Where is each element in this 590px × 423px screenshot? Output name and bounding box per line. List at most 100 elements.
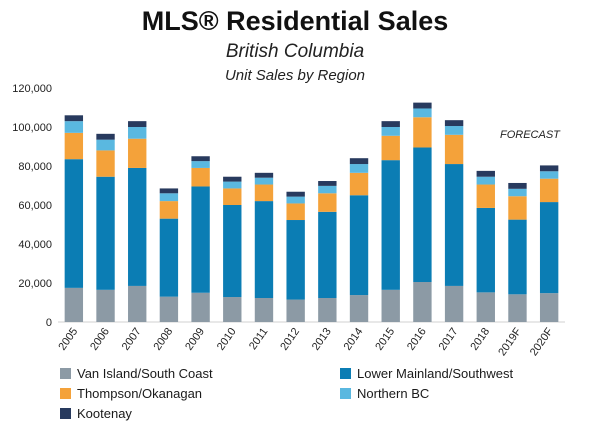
bar-segment: [223, 181, 242, 189]
bar-segment: [286, 203, 305, 221]
legend-swatch: [340, 387, 351, 399]
x-tick-label: 2015: [373, 326, 397, 353]
y-tick-label: 120,000: [12, 83, 52, 95]
bar-segment: [223, 176, 242, 182]
bar-segment: [286, 220, 305, 300]
bar-segment: [349, 164, 369, 173]
bar-segment: [349, 172, 369, 196]
bar-segment: [413, 102, 432, 109]
bar-segment: [96, 176, 115, 290]
bar-segment: [64, 115, 84, 122]
legend-swatch: [60, 387, 71, 399]
bar-segment: [191, 167, 210, 187]
bar-segment: [381, 127, 400, 136]
y-tick-label: 80,000: [18, 161, 52, 173]
bar-segment: [413, 147, 432, 283]
bar-segment: [444, 126, 464, 135]
x-tick-label: 2017: [437, 326, 461, 353]
bar-segment: [223, 188, 242, 205]
bar-segment: [191, 186, 210, 293]
bar-segment: [508, 219, 527, 295]
bar-segment: [128, 121, 147, 127]
bar-segment: [539, 178, 559, 203]
bar-segment: [318, 193, 337, 212]
bar-segment: [159, 201, 179, 219]
bar-segment: [128, 138, 147, 168]
bar-segment: [476, 207, 495, 293]
legend-label: Thompson/Okanagan: [77, 385, 203, 401]
bar-segment: [381, 160, 400, 290]
legend-swatch: [60, 407, 71, 419]
bar-segment: [64, 132, 84, 160]
legend-swatch: [60, 367, 71, 379]
bar-segment: [223, 205, 242, 298]
bar-segment: [444, 285, 464, 322]
bar-segment: [286, 196, 305, 204]
bar-segment: [191, 292, 210, 322]
x-tick-label: 2009: [183, 326, 207, 353]
bar-segment: [286, 191, 305, 197]
bar-segment: [191, 161, 210, 168]
bar-segment: [96, 139, 115, 151]
legend-label: Kootenay: [77, 405, 132, 421]
legend-item: Van Island/South Coast: [60, 364, 213, 382]
legend-label: Lower Mainland/Southwest: [357, 365, 514, 381]
x-tick-label: 2006: [88, 326, 112, 353]
bar-segment: [508, 188, 527, 197]
bar-segment: [444, 164, 464, 286]
bar-segment: [539, 171, 559, 179]
x-tick-label: 2014: [342, 326, 366, 353]
legend-item: Northern BC: [340, 384, 429, 402]
bar-segment: [444, 134, 464, 165]
bar-segment: [349, 195, 369, 296]
forecast-annotation: FORECAST: [500, 129, 561, 141]
legend-item: Kootenay: [60, 404, 132, 422]
bar-segment: [476, 292, 495, 322]
bar-segment: [128, 285, 147, 322]
x-tick-label: 2018: [468, 326, 492, 353]
x-tick-label: 2005: [56, 326, 80, 353]
bar-segment: [159, 296, 179, 322]
bar-segment: [128, 167, 147, 286]
bar-segment: [64, 287, 84, 322]
bar-segment: [223, 297, 242, 322]
x-tick-label: 2007: [120, 326, 144, 353]
bar-segment: [413, 117, 432, 148]
bar-segment: [318, 298, 337, 322]
legend-swatch: [340, 367, 351, 379]
y-tick-label: 20,000: [18, 278, 52, 290]
bar-segment: [413, 108, 432, 118]
chart-subtitle-2: Unit Sales by Region: [224, 67, 366, 84]
x-tick-label: 2019F: [496, 326, 524, 359]
x-tick-label: 2013: [310, 326, 334, 353]
bar-segment: [96, 150, 115, 177]
bar-segment: [159, 188, 179, 194]
bar-segment: [64, 121, 84, 133]
y-tick-label: 40,000: [18, 239, 52, 251]
bar-segment: [286, 299, 305, 322]
x-tick-label: 2012: [278, 326, 302, 353]
bar-segment: [318, 181, 337, 186]
bar-segment: [96, 289, 115, 322]
bar-segment: [96, 133, 115, 140]
bar-segment: [318, 211, 337, 299]
legend-item: Thompson/Okanagan: [60, 384, 202, 402]
bar-segment: [508, 182, 527, 189]
legend-label: Van Island/South Coast: [77, 365, 213, 381]
bar-segment: [508, 196, 527, 220]
bar-segment: [413, 282, 432, 322]
legend-item: Lower Mainland/Southwest: [340, 364, 513, 382]
x-tick-label: 2016: [405, 326, 429, 353]
x-axis: 2005 2006 2007 2008 2009 2010 2011 2012 2013 2014…: [56, 326, 555, 359]
y-tick-label: 100,000: [12, 122, 52, 134]
bar-segment: [128, 127, 147, 139]
legend-label: Northern BC: [357, 385, 430, 401]
bar-segment: [539, 293, 559, 322]
x-tick-label: 2010: [215, 326, 239, 353]
y-tick-label: 0: [46, 317, 52, 329]
bar-segment: [254, 172, 274, 178]
bar-segment: [159, 193, 179, 202]
bar-segment: [476, 176, 495, 185]
bar-segment: [254, 184, 274, 202]
